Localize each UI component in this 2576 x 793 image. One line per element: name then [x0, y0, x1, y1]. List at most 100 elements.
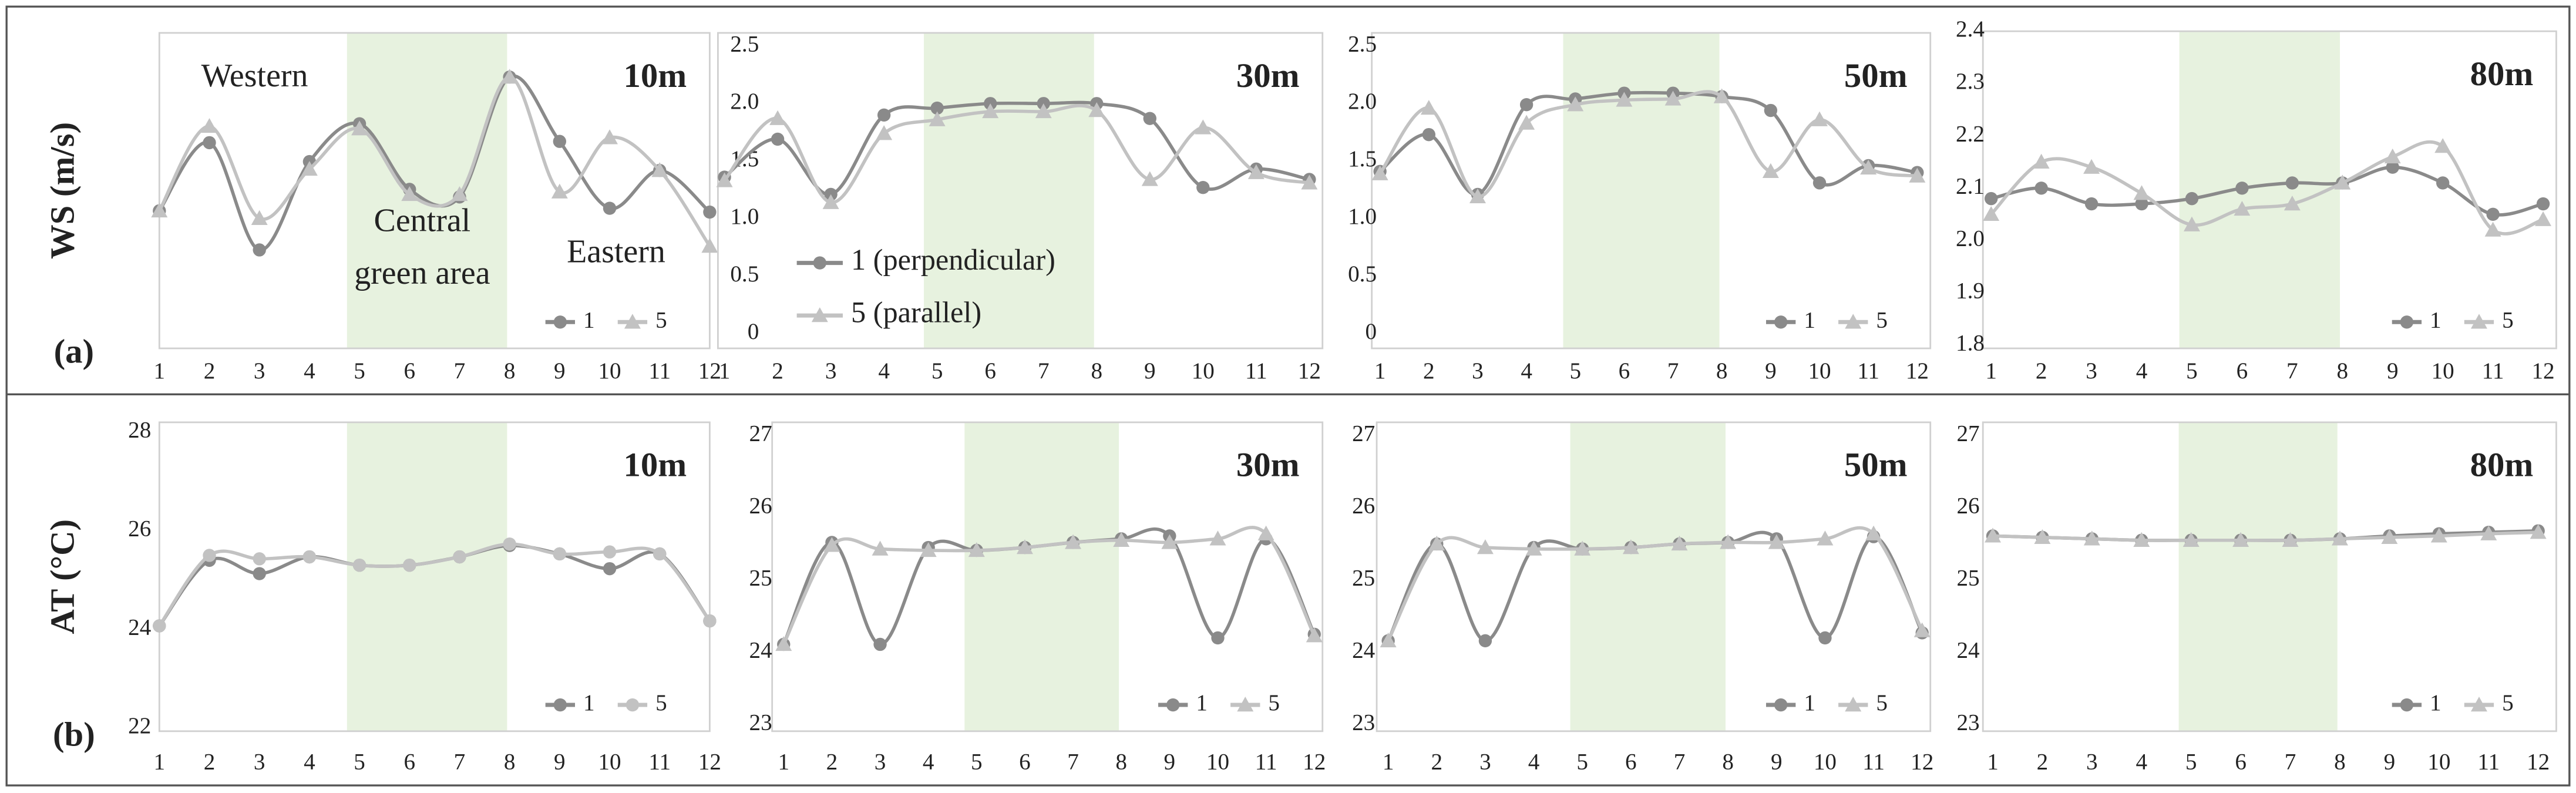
x-tick-label: 6 — [984, 358, 996, 384]
point-marker — [1574, 540, 1591, 556]
point-marker — [2235, 182, 2249, 195]
point-marker — [1371, 165, 1388, 180]
point-marker — [1143, 112, 1156, 125]
annotation: Eastern — [567, 233, 665, 270]
x-tick-label: 10 — [1192, 358, 1215, 384]
x-tick-label: 5 — [2186, 358, 2198, 384]
point-marker — [1247, 164, 1265, 179]
point-marker — [2133, 532, 2150, 547]
point-marker — [2182, 532, 2200, 547]
x-tick-label: 9 — [2387, 358, 2399, 384]
x-tick-label: 10 — [2427, 750, 2450, 775]
point-marker — [1519, 98, 1534, 112]
legend-label: 5 — [655, 690, 667, 715]
x-tick-label: 10 — [598, 358, 621, 384]
point-marker — [203, 549, 216, 562]
x-tick-label: 2 — [204, 358, 216, 384]
y-tick-label: 2.5 — [730, 31, 759, 56]
x-tick-label: 5 — [354, 750, 365, 775]
point-marker — [603, 545, 617, 559]
x-tick-label: 4 — [1521, 358, 1532, 384]
x-tick-label: 6 — [1619, 358, 1630, 384]
point-marker — [1811, 111, 1828, 126]
point-marker — [2384, 148, 2401, 164]
point-marker — [201, 117, 218, 133]
x-tick-label: 7 — [1038, 358, 1050, 384]
point-marker — [1422, 127, 1435, 142]
point-marker — [601, 129, 618, 145]
point-marker — [1845, 314, 1862, 329]
panel-title: 50m — [1844, 56, 1908, 95]
x-tick-label: 12 — [698, 358, 721, 384]
legend-label: 1 — [583, 690, 595, 715]
point-marker — [1909, 167, 1926, 183]
x-tick-label: 1 — [778, 750, 789, 775]
point-marker — [1817, 530, 1834, 546]
y-tick-label: 23 — [1352, 710, 1375, 735]
point-marker — [203, 136, 216, 150]
point-marker — [2285, 176, 2299, 190]
point-marker — [253, 243, 266, 257]
point-marker — [1420, 100, 1437, 115]
x-tick-label: 2 — [1423, 358, 1435, 384]
annotation: Western — [201, 58, 308, 94]
y-tick-label: 26 — [749, 493, 772, 518]
point-marker — [153, 619, 166, 633]
point-marker — [1664, 90, 1682, 106]
point-marker — [553, 135, 567, 148]
legend-label: 1 — [1804, 690, 1815, 715]
y-axis-label: WS (m/s) — [43, 122, 81, 259]
x-tick-label: 8 — [504, 750, 516, 775]
point-marker — [701, 238, 718, 253]
point-marker — [703, 614, 717, 628]
plot-frame — [1982, 30, 2557, 350]
panel-title: 50m — [1844, 446, 1908, 484]
point-marker — [401, 186, 418, 201]
x-tick-label: 4 — [2136, 750, 2147, 775]
point-marker — [2185, 191, 2199, 206]
x-tick-label: 9 — [1765, 358, 1777, 384]
y-tick-label: 2.1 — [1956, 173, 1985, 199]
point-marker — [1865, 525, 1882, 540]
x-tick-label: 12 — [1906, 358, 1929, 384]
x-tick-label: 1 — [1374, 358, 1386, 384]
point-marker — [877, 108, 891, 122]
green-area-shade — [964, 422, 1119, 731]
x-tick-label: 11 — [2482, 358, 2504, 384]
point-marker — [2530, 524, 2547, 539]
point-marker — [872, 540, 889, 556]
x-tick-label: 11 — [1857, 358, 1879, 384]
point-marker — [920, 542, 937, 557]
point-marker — [2234, 200, 2251, 216]
x-tick-label: 1 — [1383, 750, 1394, 775]
point-marker — [2480, 525, 2497, 540]
point-marker — [1812, 176, 1827, 190]
point-marker — [551, 183, 568, 199]
series-line — [1992, 530, 2538, 542]
point-marker — [1985, 191, 1998, 206]
legend-label: 5 — [2502, 690, 2514, 715]
x-tick-label: 8 — [1722, 750, 1734, 775]
x-tick-label: 8 — [2337, 358, 2349, 384]
point-marker — [2034, 529, 2051, 545]
point-marker — [775, 636, 792, 651]
x-tick-label: 8 — [504, 358, 516, 384]
x-tick-label: 3 — [825, 358, 837, 384]
y-tick-label: 0.5 — [1348, 261, 1377, 287]
point-marker — [1671, 535, 1688, 551]
x-tick-label: 12 — [2527, 750, 2550, 775]
plot-frame — [771, 421, 1324, 732]
green-area-shade — [347, 422, 507, 731]
point-marker — [2470, 697, 2487, 712]
point-marker — [1141, 171, 1158, 186]
y-tick-label: 26 — [128, 516, 151, 542]
point-marker — [1301, 174, 1318, 190]
green-area-shade — [1570, 422, 1726, 731]
point-marker — [2232, 532, 2249, 547]
point-marker — [1306, 627, 1323, 643]
